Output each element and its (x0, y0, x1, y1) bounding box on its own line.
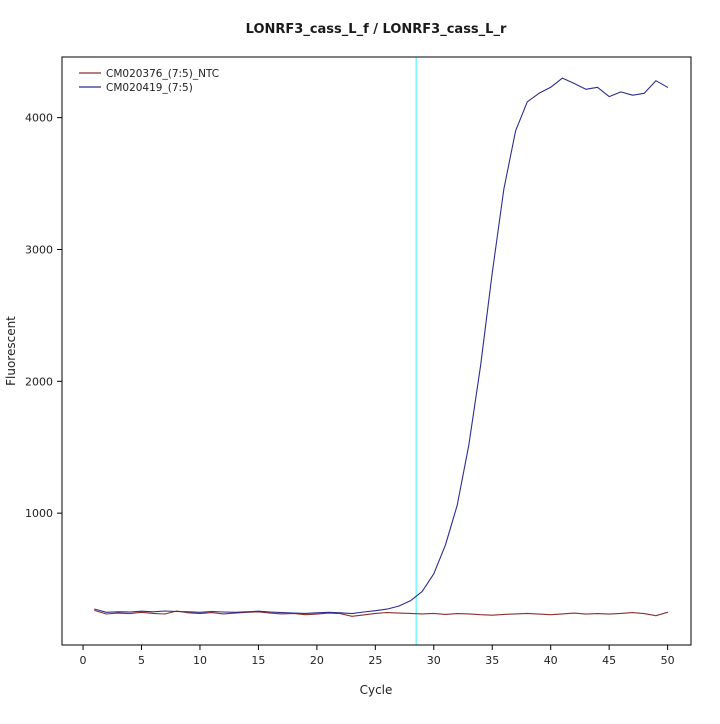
x-tick-label: 30 (427, 654, 441, 667)
legend: CM020376_(7:5)_NTC CM020419_(7:5) (79, 68, 219, 94)
legend-label-ntc: CM020376_(7:5)_NTC (106, 68, 219, 80)
x-tick-label: 0 (80, 654, 87, 667)
legend-label-sample: CM020419_(7:5) (106, 82, 193, 94)
y-tick-label: 4000 (25, 112, 53, 125)
x-tick-label: 10 (193, 654, 207, 667)
x-axis-label: Cycle (360, 683, 393, 697)
series-lines-layer (94, 77, 669, 617)
x-tick-label: 45 (602, 654, 616, 667)
x-tick-label: 25 (368, 654, 382, 667)
x-tick-label: 20 (310, 654, 324, 667)
x-tick-label: 5 (138, 654, 145, 667)
x-tick-label: 40 (544, 654, 558, 667)
y-tick-label: 1000 (25, 507, 53, 520)
series-line-1 (94, 77, 669, 615)
x-tick-label: 50 (661, 654, 675, 667)
x-tick-label: 35 (485, 654, 499, 667)
y-tick-label: 2000 (25, 375, 53, 388)
plot-border (61, 56, 692, 646)
axis-ticks-layer: 0 5 10 15 20 25 30 35 40 45 50 1000 2000 3000 4000 (25, 112, 675, 667)
x-tick-label: 15 (251, 654, 265, 667)
series-line-0 (94, 609, 669, 617)
y-tick-label: 3000 (25, 243, 53, 256)
chart-title: LONRF3_cass_L_f / LONRF3_cass_L_r (246, 22, 507, 37)
y-axis-label: Fluorescent (4, 316, 18, 386)
